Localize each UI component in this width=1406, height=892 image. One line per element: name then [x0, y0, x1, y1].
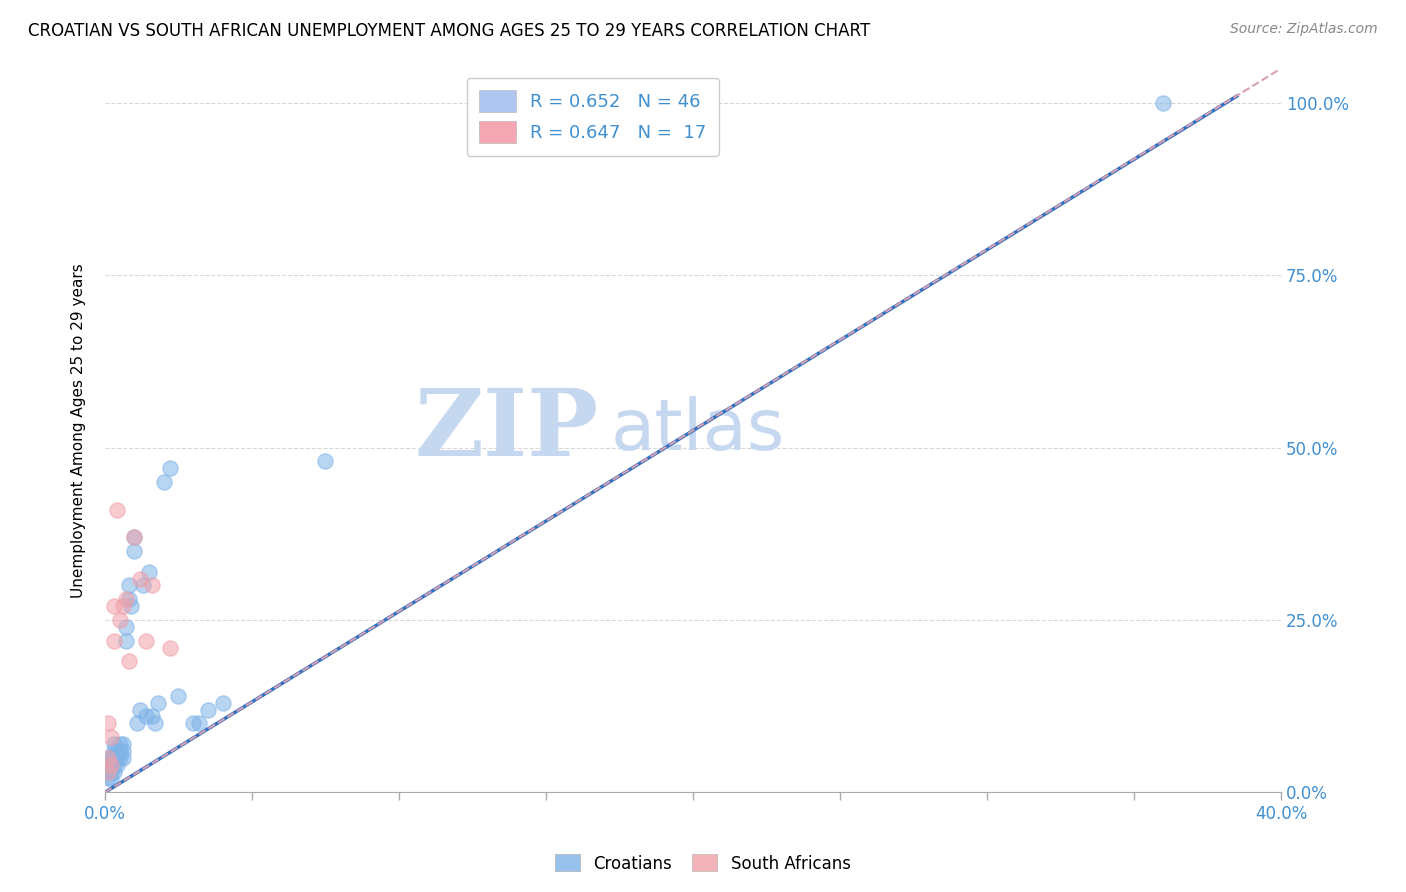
Point — [108, 737, 131, 751]
Point — [100, 730, 122, 744]
Point — [127, 716, 149, 731]
Point — [100, 751, 122, 765]
Point — [108, 751, 131, 765]
Text: Source: ZipAtlas.com: Source: ZipAtlas.com — [1230, 22, 1378, 37]
Point — [100, 757, 122, 772]
Point — [97, 772, 120, 786]
Point — [103, 757, 125, 772]
Point — [103, 764, 125, 779]
Point — [120, 599, 142, 614]
Y-axis label: Unemployment Among Ages 25 to 29 years: Unemployment Among Ages 25 to 29 years — [72, 263, 86, 598]
Point — [181, 716, 204, 731]
Text: CROATIAN VS SOUTH AFRICAN UNEMPLOYMENT AMONG AGES 25 TO 29 YEARS CORRELATION CHA: CROATIAN VS SOUTH AFRICAN UNEMPLOYMENT A… — [28, 22, 870, 40]
Point — [103, 633, 125, 648]
Point — [97, 757, 120, 772]
Point — [129, 702, 152, 716]
Point — [143, 716, 166, 731]
Point — [124, 544, 146, 558]
Point — [100, 757, 122, 772]
Point — [97, 764, 120, 779]
Point — [114, 633, 136, 648]
Point — [132, 578, 155, 592]
Point — [146, 696, 169, 710]
Point — [159, 461, 181, 475]
Point — [159, 640, 181, 655]
Point — [138, 565, 160, 579]
Point — [1152, 95, 1174, 110]
Point — [117, 578, 139, 592]
Point — [105, 744, 128, 758]
Point — [105, 502, 128, 516]
Point — [105, 757, 128, 772]
Point — [141, 578, 163, 592]
Point — [97, 716, 120, 731]
Point — [103, 599, 125, 614]
Point — [135, 633, 157, 648]
Point — [141, 709, 163, 723]
Point — [97, 751, 120, 765]
Point — [111, 744, 134, 758]
Point — [117, 654, 139, 668]
Text: atlas: atlas — [610, 396, 785, 465]
Point — [211, 696, 233, 710]
Point — [100, 764, 122, 779]
Legend: R = 0.652   N = 46, R = 0.647   N =  17: R = 0.652 N = 46, R = 0.647 N = 17 — [467, 78, 718, 156]
Point — [103, 744, 125, 758]
Point — [111, 599, 134, 614]
Point — [111, 751, 134, 765]
Point — [114, 620, 136, 634]
Point — [124, 530, 146, 544]
Point — [100, 772, 122, 786]
Text: ZIP: ZIP — [415, 385, 599, 475]
Point — [117, 592, 139, 607]
Point — [105, 751, 128, 765]
Point — [314, 454, 336, 468]
Point — [188, 716, 211, 731]
Point — [103, 737, 125, 751]
Point — [108, 613, 131, 627]
Point — [111, 737, 134, 751]
Point — [135, 709, 157, 723]
Point — [103, 751, 125, 765]
Point — [167, 689, 190, 703]
Point — [97, 764, 120, 779]
Point — [108, 744, 131, 758]
Point — [197, 702, 219, 716]
Legend: Croatians, South Africans: Croatians, South Africans — [548, 847, 858, 880]
Point — [152, 475, 174, 489]
Point — [97, 751, 120, 765]
Point — [129, 572, 152, 586]
Point — [124, 530, 146, 544]
Point — [114, 592, 136, 607]
